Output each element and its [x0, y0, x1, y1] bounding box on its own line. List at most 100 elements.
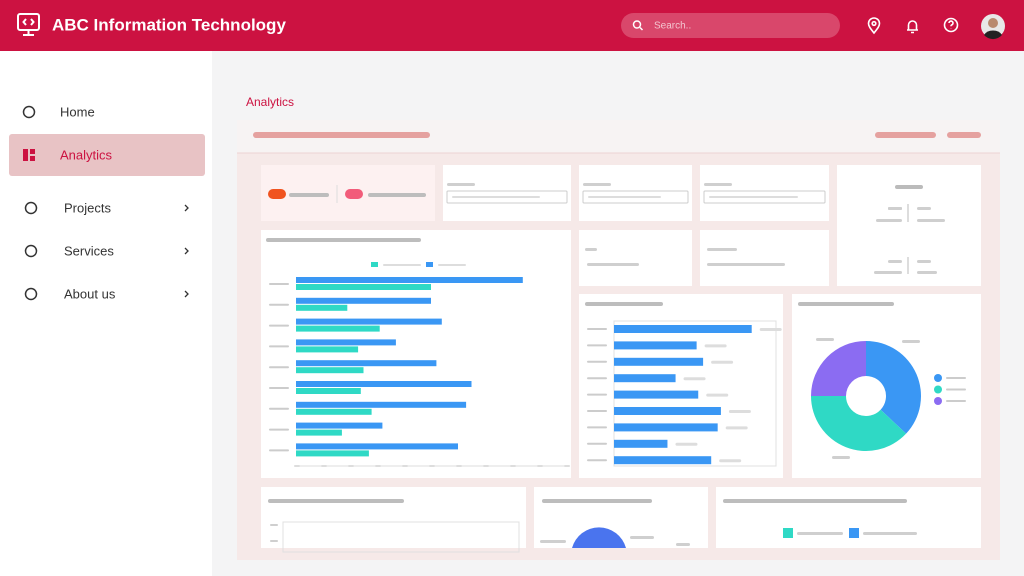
chart-frame	[282, 521, 520, 553]
bar	[296, 339, 396, 346]
placeholder	[510, 465, 516, 467]
input	[446, 190, 568, 204]
placeholder	[719, 459, 742, 463]
placeholder	[269, 449, 289, 452]
placeholder	[345, 189, 363, 199]
legend-dot	[934, 385, 942, 394]
bar	[296, 304, 348, 311]
card	[700, 230, 829, 286]
bar	[296, 360, 437, 367]
placeholder	[902, 340, 920, 343]
placeholder	[348, 465, 354, 467]
bar	[296, 318, 442, 325]
placeholder	[289, 193, 329, 197]
placeholder	[707, 248, 737, 251]
search-icon	[632, 20, 644, 31]
placeholder	[588, 196, 661, 198]
placeholder	[402, 465, 408, 467]
nav-icon	[30, 149, 35, 154]
card	[261, 230, 571, 478]
legend-dot	[934, 397, 942, 405]
card	[837, 165, 981, 286]
placeholder	[585, 302, 663, 306]
pie-partial	[572, 527, 626, 548]
legend-swatch	[849, 528, 859, 538]
placeholder	[863, 532, 917, 535]
placeholder	[375, 465, 381, 467]
placeholder	[540, 540, 566, 543]
bar	[614, 390, 699, 399]
placeholder	[895, 185, 923, 189]
bar	[296, 429, 342, 436]
placeholder	[429, 465, 435, 467]
placeholder	[483, 465, 489, 467]
search-placeholder: Search..	[654, 21, 691, 32]
bar	[296, 367, 364, 374]
nav-icon	[23, 149, 28, 161]
card	[261, 487, 526, 548]
nav-label: Home	[60, 104, 95, 119]
chevron	[184, 204, 189, 212]
placeholder	[874, 271, 902, 274]
placeholder	[269, 283, 289, 285]
placeholder	[537, 465, 543, 467]
bar	[296, 401, 467, 408]
placeholder	[946, 400, 966, 402]
placeholder	[917, 207, 931, 210]
placeholder	[452, 196, 540, 198]
placeholder	[585, 248, 597, 251]
card	[700, 165, 829, 221]
placeholder	[917, 219, 945, 222]
bar	[296, 422, 383, 429]
page-title: Analytics	[246, 95, 294, 109]
placeholder	[564, 465, 570, 467]
placeholder	[798, 302, 894, 306]
bar	[296, 450, 369, 457]
nav-icon	[24, 201, 38, 215]
placeholder	[269, 387, 289, 389]
bar	[296, 381, 472, 387]
placeholder	[704, 344, 727, 348]
placeholder	[630, 536, 654, 539]
placeholder	[587, 263, 639, 266]
legend-dot	[934, 374, 942, 382]
placeholder	[707, 263, 785, 266]
header-icons[interactable]	[867, 17, 959, 35]
card	[534, 487, 708, 548]
donut-slice	[811, 396, 907, 451]
placeholder	[946, 377, 966, 379]
nav-item[interactable]: Home	[22, 104, 95, 119]
placeholder	[797, 532, 843, 535]
avatar-body	[984, 30, 1002, 40]
nav-item[interactable]: Services	[24, 243, 189, 258]
search-box[interactable]	[621, 13, 840, 38]
sidebar	[0, 51, 212, 576]
placeholder	[876, 219, 902, 222]
nav-item[interactable]: Analytics	[9, 134, 205, 176]
placeholder	[368, 193, 426, 197]
legend-swatch	[426, 262, 433, 267]
nav-item[interactable]: Projects	[24, 200, 189, 215]
bar	[614, 423, 718, 432]
placeholder	[268, 189, 286, 199]
avatar-face	[988, 18, 998, 28]
placeholder	[268, 499, 404, 503]
nav-label: Projects	[64, 200, 111, 215]
nav-item[interactable]: About us	[24, 286, 189, 301]
nav-label: About us	[64, 286, 116, 301]
placeholder	[269, 303, 289, 306]
bar	[614, 407, 721, 415]
toolbar-placeholders	[253, 132, 981, 138]
placeholder	[704, 183, 732, 186]
bar	[296, 297, 431, 304]
bar	[614, 439, 668, 448]
placeholder	[728, 410, 751, 413]
placeholder	[675, 442, 698, 446]
placeholder	[438, 264, 466, 266]
placeholder	[294, 465, 300, 467]
placeholder	[587, 360, 607, 363]
placeholder	[917, 271, 937, 274]
logo	[17, 13, 40, 36]
placeholder	[269, 324, 289, 327]
